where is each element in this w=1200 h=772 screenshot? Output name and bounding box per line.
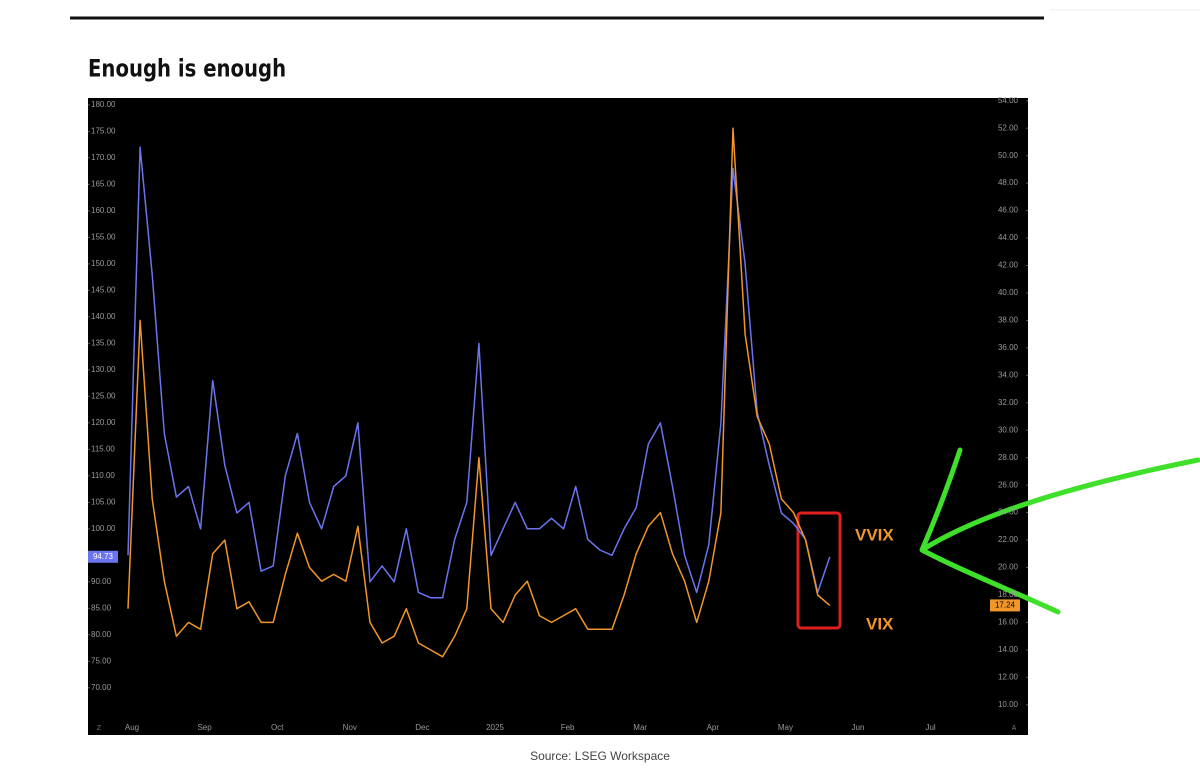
last-value-box xyxy=(990,599,1020,612)
y2-tick-label: 48.00 xyxy=(998,178,1019,187)
y2-tick-label: 20.00 xyxy=(998,563,1019,572)
chart-title: Enough is enough xyxy=(88,56,286,83)
y-tick-label: 115.00 xyxy=(91,444,115,453)
arrow xyxy=(919,447,1200,615)
y-tick-label: 150.00 xyxy=(91,259,116,268)
x-tick-label: May xyxy=(778,723,793,732)
y2-tick-label: 44.00 xyxy=(998,233,1019,242)
auto-icon[interactable]: A xyxy=(1012,725,1017,732)
y-tick-label: 105.00 xyxy=(91,497,116,506)
series-line xyxy=(127,146,831,599)
y-tick-label: 170.00 xyxy=(91,153,116,162)
x-tick-label: Mar xyxy=(633,723,647,732)
x-tick-label: Jul xyxy=(925,723,935,732)
y-tick-label: 160.00 xyxy=(91,206,116,215)
x-tick-label: Dec xyxy=(415,723,429,732)
y2-tick-label: 28.00 xyxy=(998,453,1019,462)
y2-tick-label: 54.00 xyxy=(998,96,1019,105)
y2-tick-label: 34.00 xyxy=(998,370,1019,379)
series-label: VVIX xyxy=(855,525,894,544)
y-tick-label: 110.00 xyxy=(91,471,115,480)
last-value-box xyxy=(88,550,118,563)
y2-tick-label: 22.00 xyxy=(998,535,1019,544)
y-tick-label: 145.00 xyxy=(91,285,116,294)
y-tick-label: 75.00 xyxy=(91,656,112,665)
y2-tick-label: 38.00 xyxy=(998,316,1019,325)
y-tick-label: 155.00 xyxy=(91,232,116,241)
y2-tick-label: 26.00 xyxy=(998,480,1019,489)
zoom-icon[interactable]: Z xyxy=(97,725,102,732)
y2-tick-label: 32.00 xyxy=(998,398,1019,407)
x-tick-label: Aug xyxy=(125,723,139,732)
series-label: VIX xyxy=(866,614,894,633)
y-tick-label: 85.00 xyxy=(91,603,112,612)
y2-tick-label: 16.00 xyxy=(998,618,1019,627)
y-tick-label: 80.00 xyxy=(91,630,112,639)
y2-tick-label: 40.00 xyxy=(998,288,1019,297)
y2-tick-label: 10.00 xyxy=(998,700,1019,709)
y2-tick-label: 50.00 xyxy=(998,151,1019,160)
y-tick-label: 100.00 xyxy=(91,524,116,533)
y2-tick-label: 12.00 xyxy=(998,672,1019,681)
y2-tick-label: 46.00 xyxy=(998,206,1019,215)
last-value-label: 94.73 xyxy=(93,552,114,561)
x-tick-label: Oct xyxy=(271,723,284,732)
y-tick-label: 125.00 xyxy=(91,391,116,400)
y-tick-label: 120.00 xyxy=(91,418,116,427)
plot-area xyxy=(88,98,1028,735)
series-line xyxy=(127,127,831,658)
y2-tick-label: 42.00 xyxy=(998,261,1019,270)
x-tick-label: Apr xyxy=(707,723,720,732)
x-tick-label: 2025 xyxy=(486,723,504,732)
x-tick-label: Feb xyxy=(561,723,575,732)
x-tick-label: Jun xyxy=(852,723,865,732)
y-tick-label: 70.00 xyxy=(91,683,112,692)
last-value-label: 17.24 xyxy=(995,601,1016,610)
x-tick-label: Sep xyxy=(197,723,212,732)
y-tick-label: 180.00 xyxy=(91,100,116,109)
y2-tick-label: 14.00 xyxy=(998,645,1019,654)
y2-tick-label: 36.00 xyxy=(998,343,1019,352)
y2-tick-label: 30.00 xyxy=(998,425,1019,434)
x-tick-label: Nov xyxy=(343,723,357,732)
y-tick-label: 135.00 xyxy=(91,338,116,347)
y-tick-label: 130.00 xyxy=(91,365,116,374)
y2-tick-label: 24.00 xyxy=(998,508,1019,517)
y2-tick-label: 18.00 xyxy=(998,590,1019,599)
y-tick-label: 140.00 xyxy=(91,312,116,321)
y-tick-label: 165.00 xyxy=(91,179,116,188)
y-tick-label: 90.00 xyxy=(91,577,112,586)
source: Source: LSEG Workspace xyxy=(530,749,670,763)
y2-tick-label: 52.00 xyxy=(998,123,1019,132)
highlight-box xyxy=(796,511,842,630)
y-tick-label: 175.00 xyxy=(91,126,116,135)
